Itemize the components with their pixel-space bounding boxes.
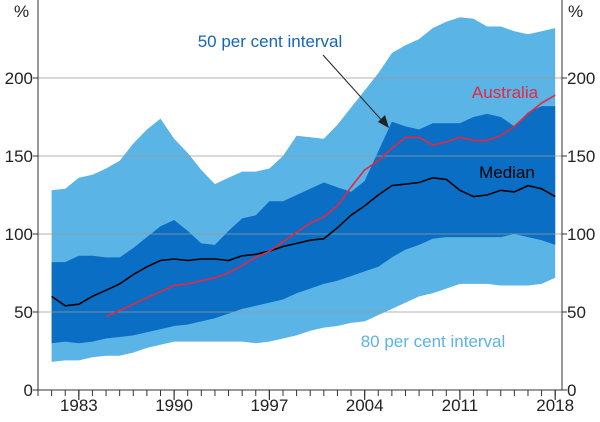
x-tick-label-2018: 2018 <box>536 396 574 415</box>
annotation-arrow-head <box>378 115 389 128</box>
series-line-median <box>51 176 556 307</box>
x-tick-label-2004: 2004 <box>346 396 384 415</box>
annotation-50-per-cent-interval: 50 per cent interval <box>198 32 343 51</box>
x-tick-label-1990: 1990 <box>155 396 193 415</box>
band-50-per-cent <box>51 106 556 344</box>
annotation-australia: Australia <box>472 83 539 102</box>
x-tick-label-1983: 1983 <box>60 396 98 415</box>
chart-gridlines <box>38 77 562 313</box>
annotation-arrow-line <box>322 54 386 125</box>
y-axis-unit-left: % <box>14 2 29 21</box>
chart-lines <box>51 94 556 318</box>
annotation-80-per-cent-interval: 80 per cent interval <box>361 332 506 351</box>
series-line-australia <box>105 94 556 318</box>
x-tick-label-1997: 1997 <box>250 396 288 415</box>
y-tick-label-left-200: 200 <box>5 69 33 88</box>
annotation-median: Median <box>479 163 535 182</box>
y-tick-label-right-50: 50 <box>567 303 586 322</box>
y-tick-label-left-0: 0 <box>24 381 33 400</box>
y-tick-label-right-100: 100 <box>567 225 595 244</box>
y-tick-label-left-100: 100 <box>5 225 33 244</box>
y-tick-label-left-50: 50 <box>14 303 33 322</box>
y-tick-label-right-200: 200 <box>567 69 595 88</box>
chart-bands <box>51 17 556 362</box>
y-axis-unit-right: % <box>568 2 583 21</box>
y-tick-label-left-150: 150 <box>5 147 33 166</box>
y-tick-label-right-150: 150 <box>567 147 595 166</box>
y-tick-label-right-0: 0 <box>567 381 576 400</box>
x-tick-label-2011: 2011 <box>442 396 479 415</box>
chart-axes: 0 0 50 50 100 100 150 150 200 200 1983 1990 1997 2004… <box>5 0 595 415</box>
